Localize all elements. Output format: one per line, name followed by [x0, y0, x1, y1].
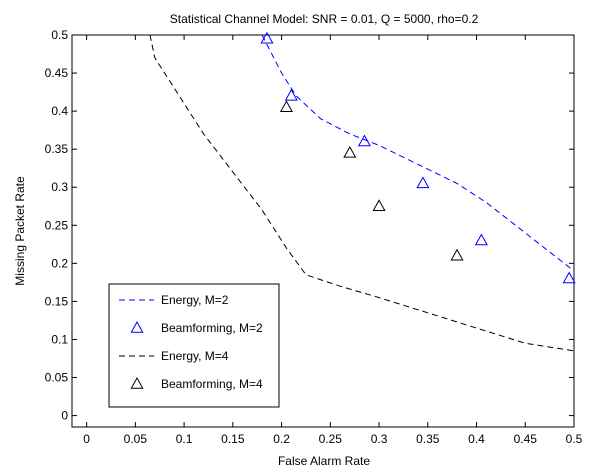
series-line-2 — [149, 34, 575, 352]
x-tick-label: 0.5 — [566, 432, 583, 446]
legend-swatch-marker — [130, 320, 144, 333]
x-tick-label: 0.05 — [124, 432, 148, 446]
y-tick-label: 0.15 — [45, 294, 69, 308]
series-layer — [149, 31, 576, 352]
legend-label: Energy, M=2 — [161, 293, 229, 307]
y-axis-label: Missing Packet Rate — [13, 176, 27, 286]
x-tick-label: 0.2 — [273, 432, 290, 446]
series-point-1 — [416, 176, 430, 189]
legend-label: Beamforming, M=4 — [161, 377, 263, 391]
y-tick-label: 0 — [61, 409, 68, 423]
x-axis-label: False Alarm Rate — [278, 454, 370, 468]
series-point-3 — [450, 248, 464, 261]
series-point-1 — [357, 134, 371, 147]
y-tick-label: 0.5 — [51, 28, 68, 42]
x-tick-label: 0.45 — [514, 432, 538, 446]
legend-label: Energy, M=4 — [161, 349, 229, 363]
x-tick-label: 0 — [83, 432, 90, 446]
x-tick-label: 0.3 — [371, 432, 388, 446]
series-point-1 — [260, 31, 274, 44]
series-line-0 — [261, 34, 575, 272]
x-tick-label: 0.35 — [416, 432, 440, 446]
legend-label: Beamforming, M=2 — [161, 321, 263, 335]
series-point-3 — [279, 100, 293, 113]
legend-swatch-marker — [130, 376, 144, 389]
y-tick-label: 0.35 — [45, 142, 69, 156]
legend-box — [108, 283, 280, 408]
y-tick-label: 0.2 — [51, 256, 68, 270]
y-tick-label: 0.45 — [45, 66, 69, 80]
series-point-1 — [284, 88, 298, 101]
chart-title: Statistical Channel Model: SNR = 0.01, Q… — [170, 12, 479, 26]
y-axis: 0 0.05 0.1 0.15 0.2 0.25 0.3 0.35 0.4 0.45 0.5 — [45, 28, 574, 423]
y-tick-label: 0.1 — [51, 332, 68, 346]
legend: Energy, M=2 Beamforming, M=2 Energy, M=4 Be… — [108, 283, 280, 408]
x-tick-label: 0.1 — [176, 432, 193, 446]
series-point-3 — [343, 145, 357, 158]
series-point-3 — [372, 199, 386, 211]
x-axis: 0 0.05 0.1 0.15 0.2 0.25 0.3 0.35 0.4 0.45 0.5 — [83, 35, 583, 446]
x-tick-label: 0.25 — [319, 432, 343, 446]
series-point-1 — [474, 233, 488, 246]
x-tick-label: 0.15 — [221, 432, 245, 446]
y-tick-label: 0.25 — [45, 218, 69, 232]
y-tick-label: 0.4 — [51, 104, 68, 118]
y-tick-label: 0.05 — [45, 371, 69, 385]
x-tick-label: 0.4 — [468, 432, 485, 446]
y-tick-label: 0.3 — [51, 180, 68, 194]
series-point-1 — [562, 271, 576, 284]
